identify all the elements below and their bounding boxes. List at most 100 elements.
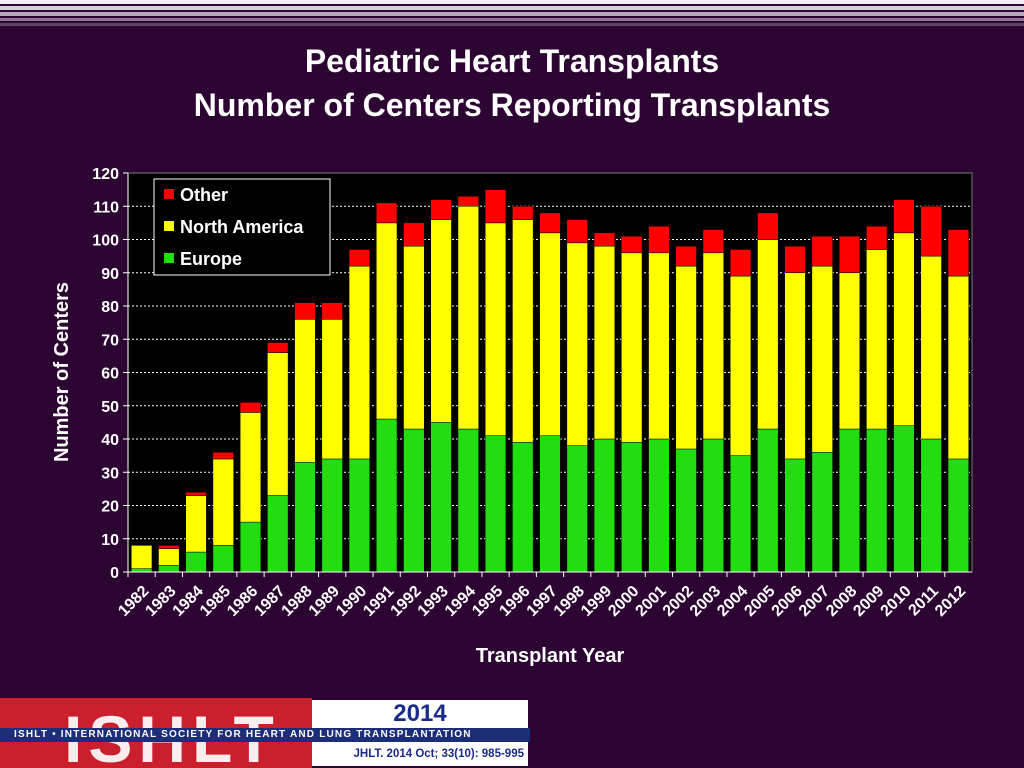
bar-europe-1986 [239,521,262,573]
slide-subtitle: Number of Centers Reporting Transplants [193,87,831,123]
x-tick-label-1985: 1985 [197,583,234,620]
y-tick-label: 10 [101,532,119,549]
bar-europe-1995 [484,435,507,573]
bar-other-1983 [158,545,180,549]
edition-year: 2014 [312,700,528,728]
bar-europe-2010 [893,425,915,573]
y-tick-label: 70 [101,332,119,349]
bar-other-1994 [457,196,479,207]
bar-north-america-1989 [321,319,343,460]
bar-other-1989 [321,302,343,320]
legend-box [153,178,331,276]
bar-north-america-2005 [757,239,779,430]
bar-north-america-2002 [675,265,697,450]
bar-other-2001 [648,225,670,254]
legend-swatch-north-america [164,221,174,231]
bar-north-america-2009 [866,249,888,430]
bar-europe-2006 [784,458,806,573]
bar-europe-1988 [294,462,316,573]
legend: Other North America Europe [153,178,331,276]
legend-swatch-other [164,189,174,199]
legend-label-europe: Europe [180,249,242,269]
bar-europe-1983 [158,565,180,573]
bar-other-1998 [566,219,588,244]
journal-citation: JHLT. 2014 Oct; 33(10): 985-995 [312,742,528,766]
bar-other-1993 [430,199,452,220]
x-tick-label-1990: 1990 [333,583,370,620]
bar-europe-1992 [403,428,425,573]
bar-other-2007 [811,235,833,267]
bar-europe-2001 [648,438,670,573]
bar-europe-2000 [621,442,643,573]
legend-label-other: Other [180,185,228,205]
x-tick-label-2004: 2004 [714,583,751,620]
bar-north-america-2007 [811,265,833,453]
y-tick-label: 100 [92,233,119,250]
y-tick-label: 40 [101,432,119,449]
bar-north-america-1994 [457,206,479,430]
y-tick-label: 50 [101,399,119,416]
bar-other-1985 [212,452,234,460]
bar-europe-2004 [729,455,752,573]
bar-north-america-2008 [838,272,861,430]
bar-other-2002 [675,245,697,267]
bar-europe-2011 [920,438,942,573]
bar-north-america-2004 [729,275,752,456]
bar-north-america-1996 [512,219,534,443]
bar-other-1988 [294,302,316,320]
bar-europe-2005 [757,428,779,573]
bar-north-america-1993 [430,219,452,423]
bar-north-america-1998 [566,242,588,446]
x-tick-label-2007: 2007 [796,583,833,620]
bar-other-1987 [267,342,289,353]
bar-other-2005 [757,212,779,240]
x-tick-label-1999: 1999 [578,583,615,620]
bar-north-america-1986 [239,412,262,523]
bar-other-1986 [239,402,262,413]
bar-north-america-2006 [784,272,806,460]
bar-north-america-2012 [947,275,969,460]
bar-north-america-1983 [158,548,180,566]
x-tick-label-2002: 2002 [660,583,697,620]
x-tick-label-2008: 2008 [823,583,860,620]
bar-north-america-2011 [920,255,942,440]
y-tick-label: 120 [92,166,119,183]
x-tick-label-1984: 1984 [170,583,207,620]
y-tick-label: 80 [101,299,119,316]
x-tick-label-1996: 1996 [496,583,533,620]
bar-other-2004 [729,249,752,277]
bar-other-1984 [185,491,207,496]
bar-europe-1991 [376,418,398,573]
bar-other-1990 [348,249,371,267]
x-tick-label-2005: 2005 [741,583,778,620]
y-tick-label: 90 [101,266,119,283]
bar-other-1996 [512,206,534,220]
bar-europe-1997 [539,435,561,573]
bar-europe-1989 [321,458,343,573]
bar-europe-2012 [947,458,969,573]
x-tick-label-1998: 1998 [551,583,588,620]
bar-europe-2003 [702,438,724,573]
y-axis-label: Number of Centers [51,282,73,462]
bar-other-2008 [838,235,861,274]
bar-europe-1987 [267,495,289,573]
bar-europe-2002 [675,448,697,573]
y-tick-label: 0 [110,565,119,582]
bar-other-2010 [893,199,915,234]
bar-other-1992 [403,222,425,247]
bar-north-america-2001 [648,252,670,440]
bar-north-america-1999 [593,245,616,440]
bar-europe-1985 [212,545,234,573]
bar-europe-1994 [457,428,479,573]
organization-name: ISHLT • INTERNATIONAL SOCIETY FOR HEART … [0,728,530,742]
x-tick-label-2003: 2003 [687,583,724,620]
x-tick-label-1995: 1995 [469,583,506,620]
y-axis: 0 10 20 30 40 50 60 70 80 90 100 110 120 [92,166,129,582]
bar-north-america-1985 [212,458,234,546]
x-tick-label-1993: 1993 [415,583,452,620]
y-tick-label: 60 [101,366,119,383]
bar-europe-2008 [838,428,861,573]
bar-other-2006 [784,245,806,273]
bar-north-america-2003 [702,252,724,440]
